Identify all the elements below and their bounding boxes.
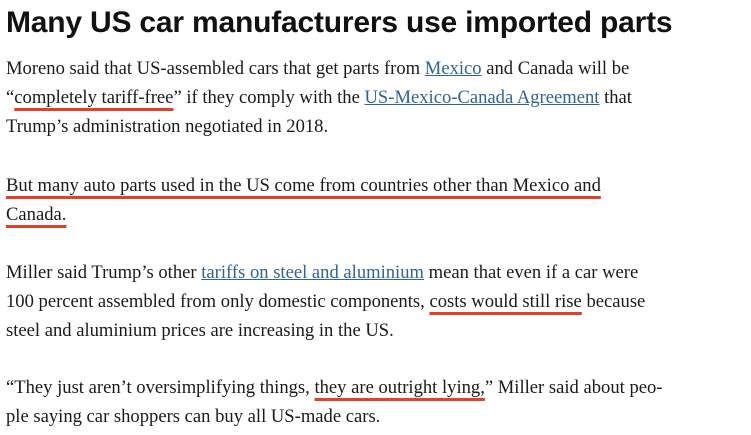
line: Canada.	[6, 200, 601, 229]
highlighted-phrase-outright-lying: they are outright lying,	[314, 377, 485, 398]
text: mean that even if a car were	[424, 262, 639, 283]
highlighted-phrase-tariff-free: completely tariff-free	[14, 87, 174, 108]
paragraph-miller-tariffs: Miller said Trump’s other tariffs on ste…	[6, 258, 645, 345]
text: because	[581, 291, 646, 312]
line: “completely tariff-free” if they comply …	[6, 83, 632, 112]
line: ple saying car shoppers can buy all US-m…	[6, 402, 663, 431]
highlighted-phrase-costs-rise: costs would still rise	[429, 291, 582, 312]
paragraph-auto-parts: But many auto parts used in the US come …	[6, 171, 601, 229]
line: steel and aluminium prices are increasin…	[6, 316, 645, 345]
line: Moreno said that US-assembled cars that …	[6, 54, 632, 83]
text: Trump’s administration negotiated in 201…	[6, 116, 329, 137]
open-quote: “	[6, 87, 15, 108]
text: “They just aren’t oversimplifying things…	[6, 377, 315, 398]
line: “They just aren’t oversimplifying things…	[6, 373, 663, 402]
text: steel and aluminium prices are increasin…	[6, 320, 394, 341]
line: 100 percent assembled from only domestic…	[6, 287, 645, 316]
article-headline: Many US car manufacturers use imported p…	[6, 6, 673, 39]
steel-aluminium-tariffs-link[interactable]: tariffs on steel and aluminium	[201, 262, 424, 283]
highlighted-sentence-auto-parts: But many auto parts used in the US come …	[6, 175, 601, 196]
usmca-link[interactable]: US-Mexico-Canada Agreement	[364, 87, 600, 108]
text: and Canada will be	[481, 58, 630, 79]
mexico-link[interactable]: Mexico	[424, 58, 482, 79]
text: ple saying car shoppers can buy all US-m…	[6, 406, 381, 427]
text: Miller said Trump’s other	[6, 262, 202, 283]
text: that	[599, 87, 632, 108]
paragraph-miller-quote: “They just aren’t oversimplifying things…	[6, 373, 663, 431]
line: Trump’s administration negotiated in 201…	[6, 112, 632, 141]
paragraph-moreno: Moreno said that US-assembled cars that …	[6, 54, 632, 141]
text: Moreno said that US-assembled cars that …	[6, 58, 425, 79]
text: 100 percent assembled from only domestic…	[6, 291, 430, 312]
line: But many auto parts used in the US come …	[6, 171, 601, 200]
text: ” Miller said about peo-	[484, 377, 663, 398]
highlighted-sentence-canada: Canada.	[6, 204, 67, 225]
line: Miller said Trump’s other tariffs on ste…	[6, 258, 645, 287]
text: ” if they comply with the	[173, 87, 365, 108]
